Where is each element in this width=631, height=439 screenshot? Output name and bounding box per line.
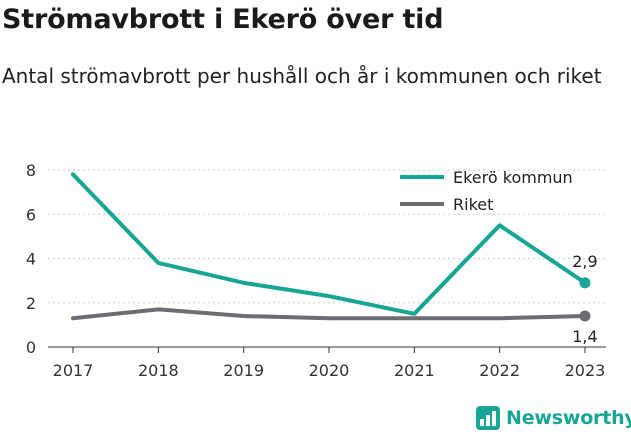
x-tick-label: 2017 bbox=[53, 361, 94, 380]
chart-subtitle: Antal strömavbrott per hushåll och år i … bbox=[2, 64, 602, 88]
data-label-ekero: 2,9 bbox=[572, 252, 597, 271]
y-tick-label: 2 bbox=[26, 294, 36, 313]
x-tick-label: 2020 bbox=[309, 361, 350, 380]
series-line-ekero bbox=[71, 172, 587, 316]
x-tick-label: 2023 bbox=[565, 361, 606, 380]
brand-name: Newsworthy bbox=[506, 407, 631, 429]
data-label-riket: 1,4 bbox=[572, 327, 597, 346]
y-tick-label: 4 bbox=[26, 250, 36, 269]
x-tick-label: 2018 bbox=[138, 361, 179, 380]
legend-label-riket: Riket bbox=[453, 195, 493, 214]
x-tick-label: 2021 bbox=[394, 361, 435, 380]
chart-title: Strömavbrott i Ekerö över tid bbox=[2, 4, 444, 35]
x-tick-label: 2022 bbox=[479, 361, 520, 380]
y-tick-label: 6 bbox=[26, 205, 36, 224]
series-line-riket bbox=[71, 307, 587, 321]
end-point-riket bbox=[579, 310, 591, 322]
y-tick-label: 0 bbox=[26, 338, 36, 357]
end-point-ekero bbox=[579, 277, 591, 289]
brand-logo: Newsworthy bbox=[476, 406, 631, 430]
legend-label-ekero: Ekerö kommun bbox=[453, 168, 573, 187]
newsworthy-logo-icon bbox=[476, 406, 500, 430]
x-tick-label: 2019 bbox=[223, 361, 264, 380]
y-tick-label: 8 bbox=[26, 161, 36, 180]
